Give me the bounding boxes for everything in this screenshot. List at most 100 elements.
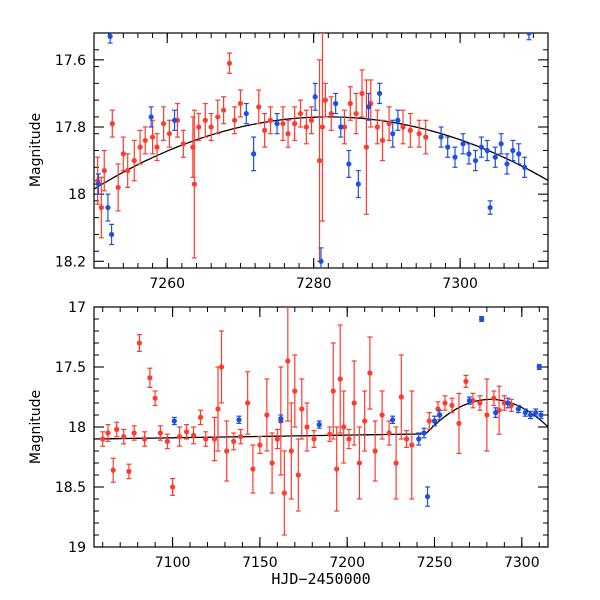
red-data-point [226, 52, 233, 74]
red-data-point [191, 109, 197, 259]
red-data-point [379, 390, 385, 440]
red-data-point [449, 397, 455, 414]
blue-data-point [107, 33, 113, 44]
red-data-point [231, 106, 238, 135]
red-data-point [218, 330, 225, 404]
red-data-point [120, 136, 126, 172]
blue-data-point [438, 126, 444, 148]
red-data-point [409, 390, 415, 500]
bottom-y-axis-title: Magnitude [28, 390, 44, 464]
blue-data-point [466, 143, 472, 165]
red-data-point [316, 59, 323, 262]
blue-data-point [487, 200, 493, 215]
y-tick-label: 17 [68, 300, 86, 316]
blue-data-point [504, 153, 510, 175]
red-data-point [379, 119, 386, 162]
red-data-point [183, 424, 190, 440]
red-data-point [322, 82, 328, 118]
red-data-point [363, 79, 369, 215]
red-data-point [374, 109, 380, 145]
blue-data-point [478, 136, 484, 158]
y-tick-label: 18 [68, 187, 86, 203]
red-data-point [262, 112, 268, 148]
red-data-point [264, 378, 270, 452]
red-data-point [211, 416, 218, 462]
blue-data-point [312, 82, 318, 111]
y-tick-label: 18.2 [55, 254, 86, 270]
blue-data-point [105, 193, 111, 222]
blue-data-point [424, 486, 431, 507]
blue-data-point [437, 409, 443, 421]
top-fit-curve [94, 116, 548, 190]
red-data-point [115, 163, 121, 212]
x-tick-label: 7250 [417, 555, 453, 571]
red-data-point [292, 106, 298, 142]
top-data-layer [94, 33, 548, 268]
blue-data-point [251, 136, 257, 172]
red-data-point [423, 119, 429, 155]
red-data-point [221, 96, 227, 125]
red-data-point [203, 431, 209, 447]
y-tick-label: 18.5 [55, 480, 86, 496]
blue-data-point [522, 408, 528, 417]
red-data-point [202, 102, 208, 138]
red-data-point [299, 378, 305, 440]
blue-data-point [365, 92, 372, 121]
red-data-point [256, 89, 262, 125]
blue-data-point [516, 143, 522, 165]
red-data-point [95, 156, 101, 205]
blue-data-point [533, 408, 539, 417]
red-data-point [114, 421, 120, 438]
blue-data-point [521, 156, 528, 178]
red-data-point [231, 432, 237, 451]
red-data-point [164, 433, 170, 450]
red-data-point [196, 112, 202, 142]
red-data-point [372, 420, 378, 482]
top-y-axis-title: Magnitude [28, 113, 44, 187]
red-data-point [208, 112, 214, 142]
red-data-point [386, 420, 392, 446]
bottom-data-layer [94, 307, 548, 536]
red-data-point [319, 33, 326, 222]
red-data-point [367, 336, 373, 410]
blue-data-point [460, 133, 466, 155]
red-data-point [157, 425, 163, 441]
red-data-point [142, 431, 148, 447]
x-axis-title: HJD−2450000 [271, 570, 370, 588]
red-data-point [176, 426, 183, 447]
red-data-point [267, 106, 274, 135]
red-data-point [224, 420, 230, 482]
top-panel: 7260 7280 7300 17.6 17.8 18 18.2 [55, 32, 549, 292]
red-data-point [303, 109, 309, 145]
red-data-point [250, 444, 256, 494]
red-data-point [327, 426, 333, 442]
red-data-point [353, 92, 359, 135]
red-data-point [334, 426, 340, 512]
red-data-point [98, 176, 104, 239]
blue-data-point [445, 136, 451, 158]
red-data-point [463, 374, 469, 388]
red-data-point [346, 428, 352, 450]
blue-data-point [236, 415, 242, 424]
blue-data-point [338, 116, 344, 138]
red-data-point [359, 69, 365, 118]
red-data-point [341, 390, 347, 464]
red-data-point [142, 126, 148, 155]
red-data-point [304, 402, 310, 452]
blue-data-point [466, 396, 473, 405]
red-data-point [295, 438, 301, 512]
blue-data-point [346, 149, 352, 178]
red-data-point [393, 426, 399, 500]
red-data-point [328, 96, 334, 131]
blue-data-point [536, 364, 542, 370]
red-data-point [330, 342, 336, 440]
red-data-point [337, 324, 343, 434]
red-data-point [257, 436, 263, 454]
red-data-point [347, 86, 353, 121]
y-tick-label: 18 [68, 420, 86, 436]
blue-data-point [243, 102, 249, 125]
red-data-point [442, 395, 448, 411]
y-tick-label: 17.5 [55, 360, 86, 376]
red-data-point [180, 129, 186, 158]
